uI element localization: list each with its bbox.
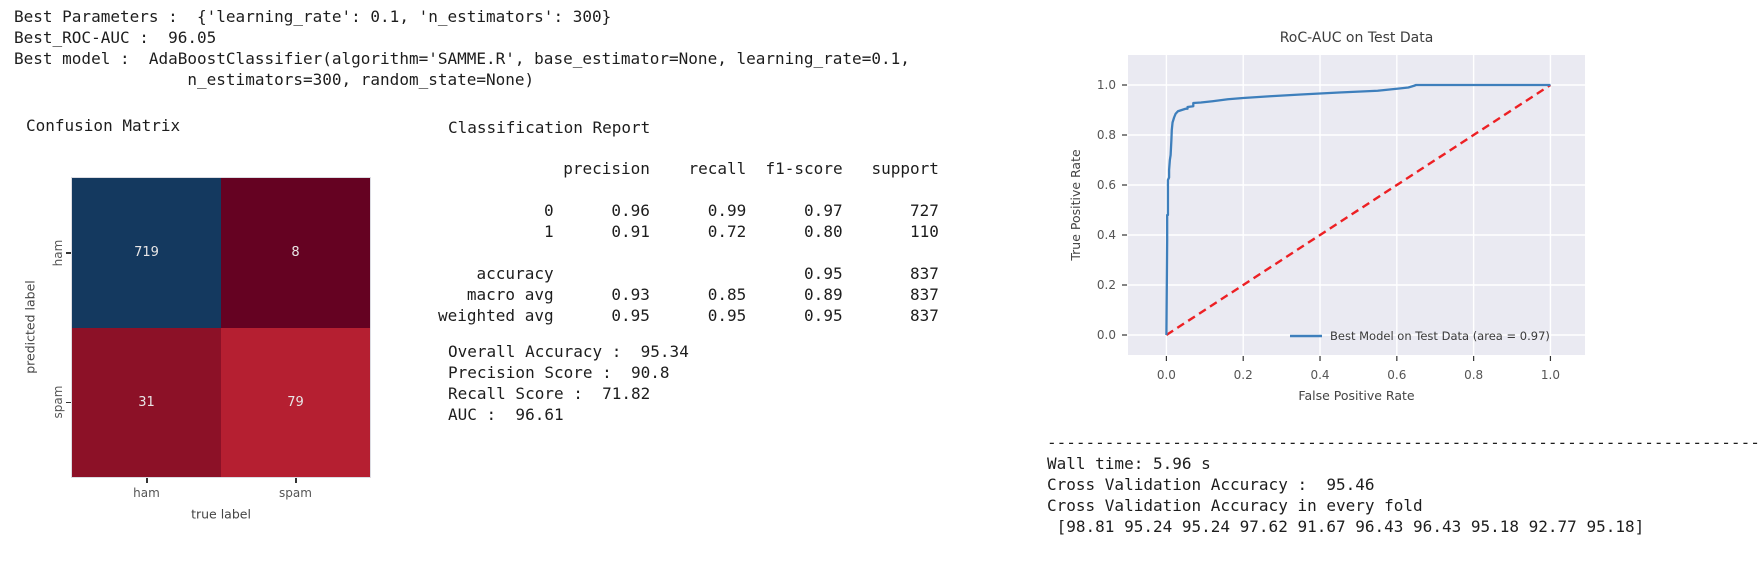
roc-plot-area [1128,55,1585,355]
confusion-matrix-heatmap: 719 8 31 79 [71,177,371,478]
cm-xtick-mark [146,478,148,483]
roc-y-axis-label: True Positive Rate [1068,149,1083,262]
cm-xtick-mark [295,478,297,483]
roc-plot-panel: 0.0 0.2 0.4 0.6 0.8 1.0 0.0 0.2 0.4 0.6 0.8 1.0 Best… [1028,18,1608,418]
cm-cell-value: 719 [134,245,159,261]
cv-results-text: ----------------------------------------… [1047,433,1760,536]
roc-xtick-label: 1.0 [1541,368,1560,382]
roc-ytick-label: 0.4 [1097,228,1116,242]
roc-chart: 0.0 0.2 0.4 0.6 0.8 1.0 0.0 0.2 0.4 0.6 0.8 1.0 Best… [1068,30,1585,403]
roc-ytick-label: 1.0 [1097,78,1116,92]
cm-x-axis-label: true label [191,506,251,522]
cm-cell-value: 8 [291,245,300,261]
best-model-summary-text: Best Parameters : {'learning_rate': 0.1,… [14,7,910,89]
cm-cell-value: 31 [138,394,155,410]
cm-ytick-mark [66,401,71,404]
roc-ytick-label: 0.0 [1097,328,1116,342]
cm-cell-spam-ham: 31 [72,327,221,477]
roc-xtick-label: 0.2 [1234,368,1253,382]
roc-ytick-label: 0.2 [1097,278,1116,292]
confusion-matrix-panel: Confusion Matrix 719 8 31 79 ham spam ham spam… [14,110,434,550]
roc-ytick-label: 0.6 [1097,178,1116,192]
roc-legend-label: Best Model on Test Data (area = 0.97) [1330,329,1550,343]
roc-xtick-label: 0.0 [1157,368,1176,382]
roc-curve [1165,83,1551,336]
roc-ytick-label: 0.8 [1097,128,1116,142]
roc-xtick-label: 0.6 [1387,368,1406,382]
cm-ytick-mark [66,252,71,254]
summary-metrics-text: Overall Accuracy : 95.34 Precision Score… [448,342,689,424]
cm-cell-ham-ham: 719 [72,178,221,328]
cm-ytick-spam: spam [51,385,65,419]
confusion-matrix-title: Confusion Matrix [26,116,181,135]
roc-xtick-label: 0.4 [1310,368,1329,382]
cm-cell-value: 79 [287,394,304,410]
cm-xtick-ham: ham [133,486,160,500]
cm-cell-ham-spam: 8 [221,178,370,328]
roc-xtick-label: 0.8 [1464,368,1483,382]
roc-title: RoC-AUC on Test Data [1280,30,1434,46]
roc-x-axis-label: False Positive Rate [1298,388,1414,403]
cm-cell-spam-spam: 79 [221,327,370,477]
classification-report-title: Classification Report [448,118,651,137]
cm-ytick-ham: ham [51,239,65,267]
chance-diagonal [1165,83,1552,337]
cm-xtick-spam: spam [279,486,312,500]
cm-y-axis-label: predicted label [22,280,38,374]
classification-report-table: precision recall f1-score support 0 0.96… [438,159,939,325]
